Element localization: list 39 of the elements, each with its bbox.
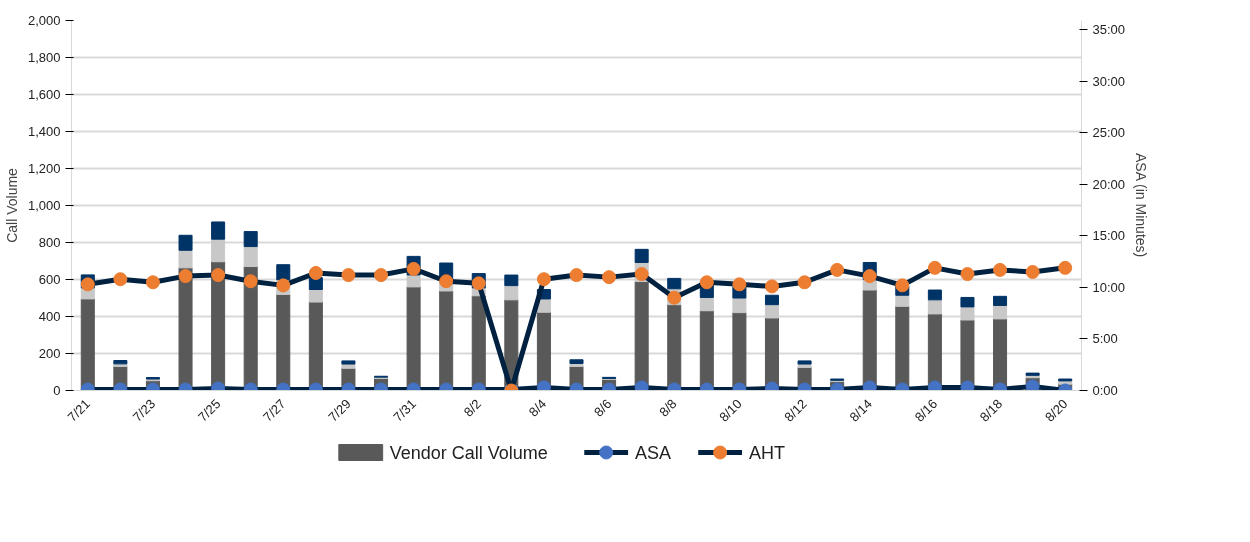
y-tick-label: 2,000 [27, 13, 61, 28]
y2-tick-label: 30:00 [1092, 73, 1126, 89]
y-tick-label: 200 [38, 346, 61, 361]
y2-tick-label: 15:00 [1092, 228, 1126, 244]
y2-tick-label: 25:00 [1092, 125, 1126, 141]
x-tick-label: 8/20 [1042, 396, 1071, 425]
x-tick-label: 8/18 [976, 396, 1006, 425]
y-tick-label: 1,200 [27, 161, 61, 176]
y-tick-label: 1,800 [27, 50, 61, 65]
x-tick-label: 8/2 [460, 396, 485, 420]
x-tick-label: 8/16 [911, 396, 941, 425]
x-tick-label: 8/4 [525, 396, 550, 420]
y-tick-label: 0 [53, 383, 61, 398]
y-tick-label: 800 [38, 235, 61, 250]
x-tick-label: 7/21 [64, 396, 94, 425]
legend-label: AHT [749, 442, 786, 463]
x-tick-label: 7/31 [390, 396, 419, 425]
y2-tick-label: 0:00 [1092, 383, 1118, 398]
x-tick-label: 8/8 [656, 396, 680, 420]
y2-tick-label: 5:00 [1092, 331, 1118, 347]
y-tick-label: 600 [38, 272, 61, 287]
y-tick-label: 1,000 [27, 198, 61, 213]
y-tick-label: 1,600 [27, 87, 61, 102]
x-tick-label: 8/6 [591, 396, 615, 420]
y2-tick-label: 10:00 [1092, 279, 1126, 295]
x-tick-label: 8/10 [716, 396, 745, 425]
legend-label: Vendor Call Volume [389, 442, 548, 463]
y-axis-title: Call Volume [3, 167, 20, 243]
x-tick-label: 7/25 [194, 396, 224, 425]
y-tick-label: 1,400 [27, 124, 61, 139]
x-tick-label: 7/23 [129, 396, 159, 425]
legend-label: ASA [635, 442, 672, 463]
y-tick-label: 400 [38, 309, 61, 324]
y2-tick-label: 35:00 [1092, 22, 1126, 38]
y2-axis-title: ASA (in Minutes) [1133, 152, 1150, 258]
x-tick-label: 8/12 [781, 396, 810, 425]
x-tick-label: 7/27 [260, 396, 289, 425]
x-tick-label: 7/29 [325, 396, 354, 425]
y2-tick-label: 20:00 [1092, 176, 1126, 192]
